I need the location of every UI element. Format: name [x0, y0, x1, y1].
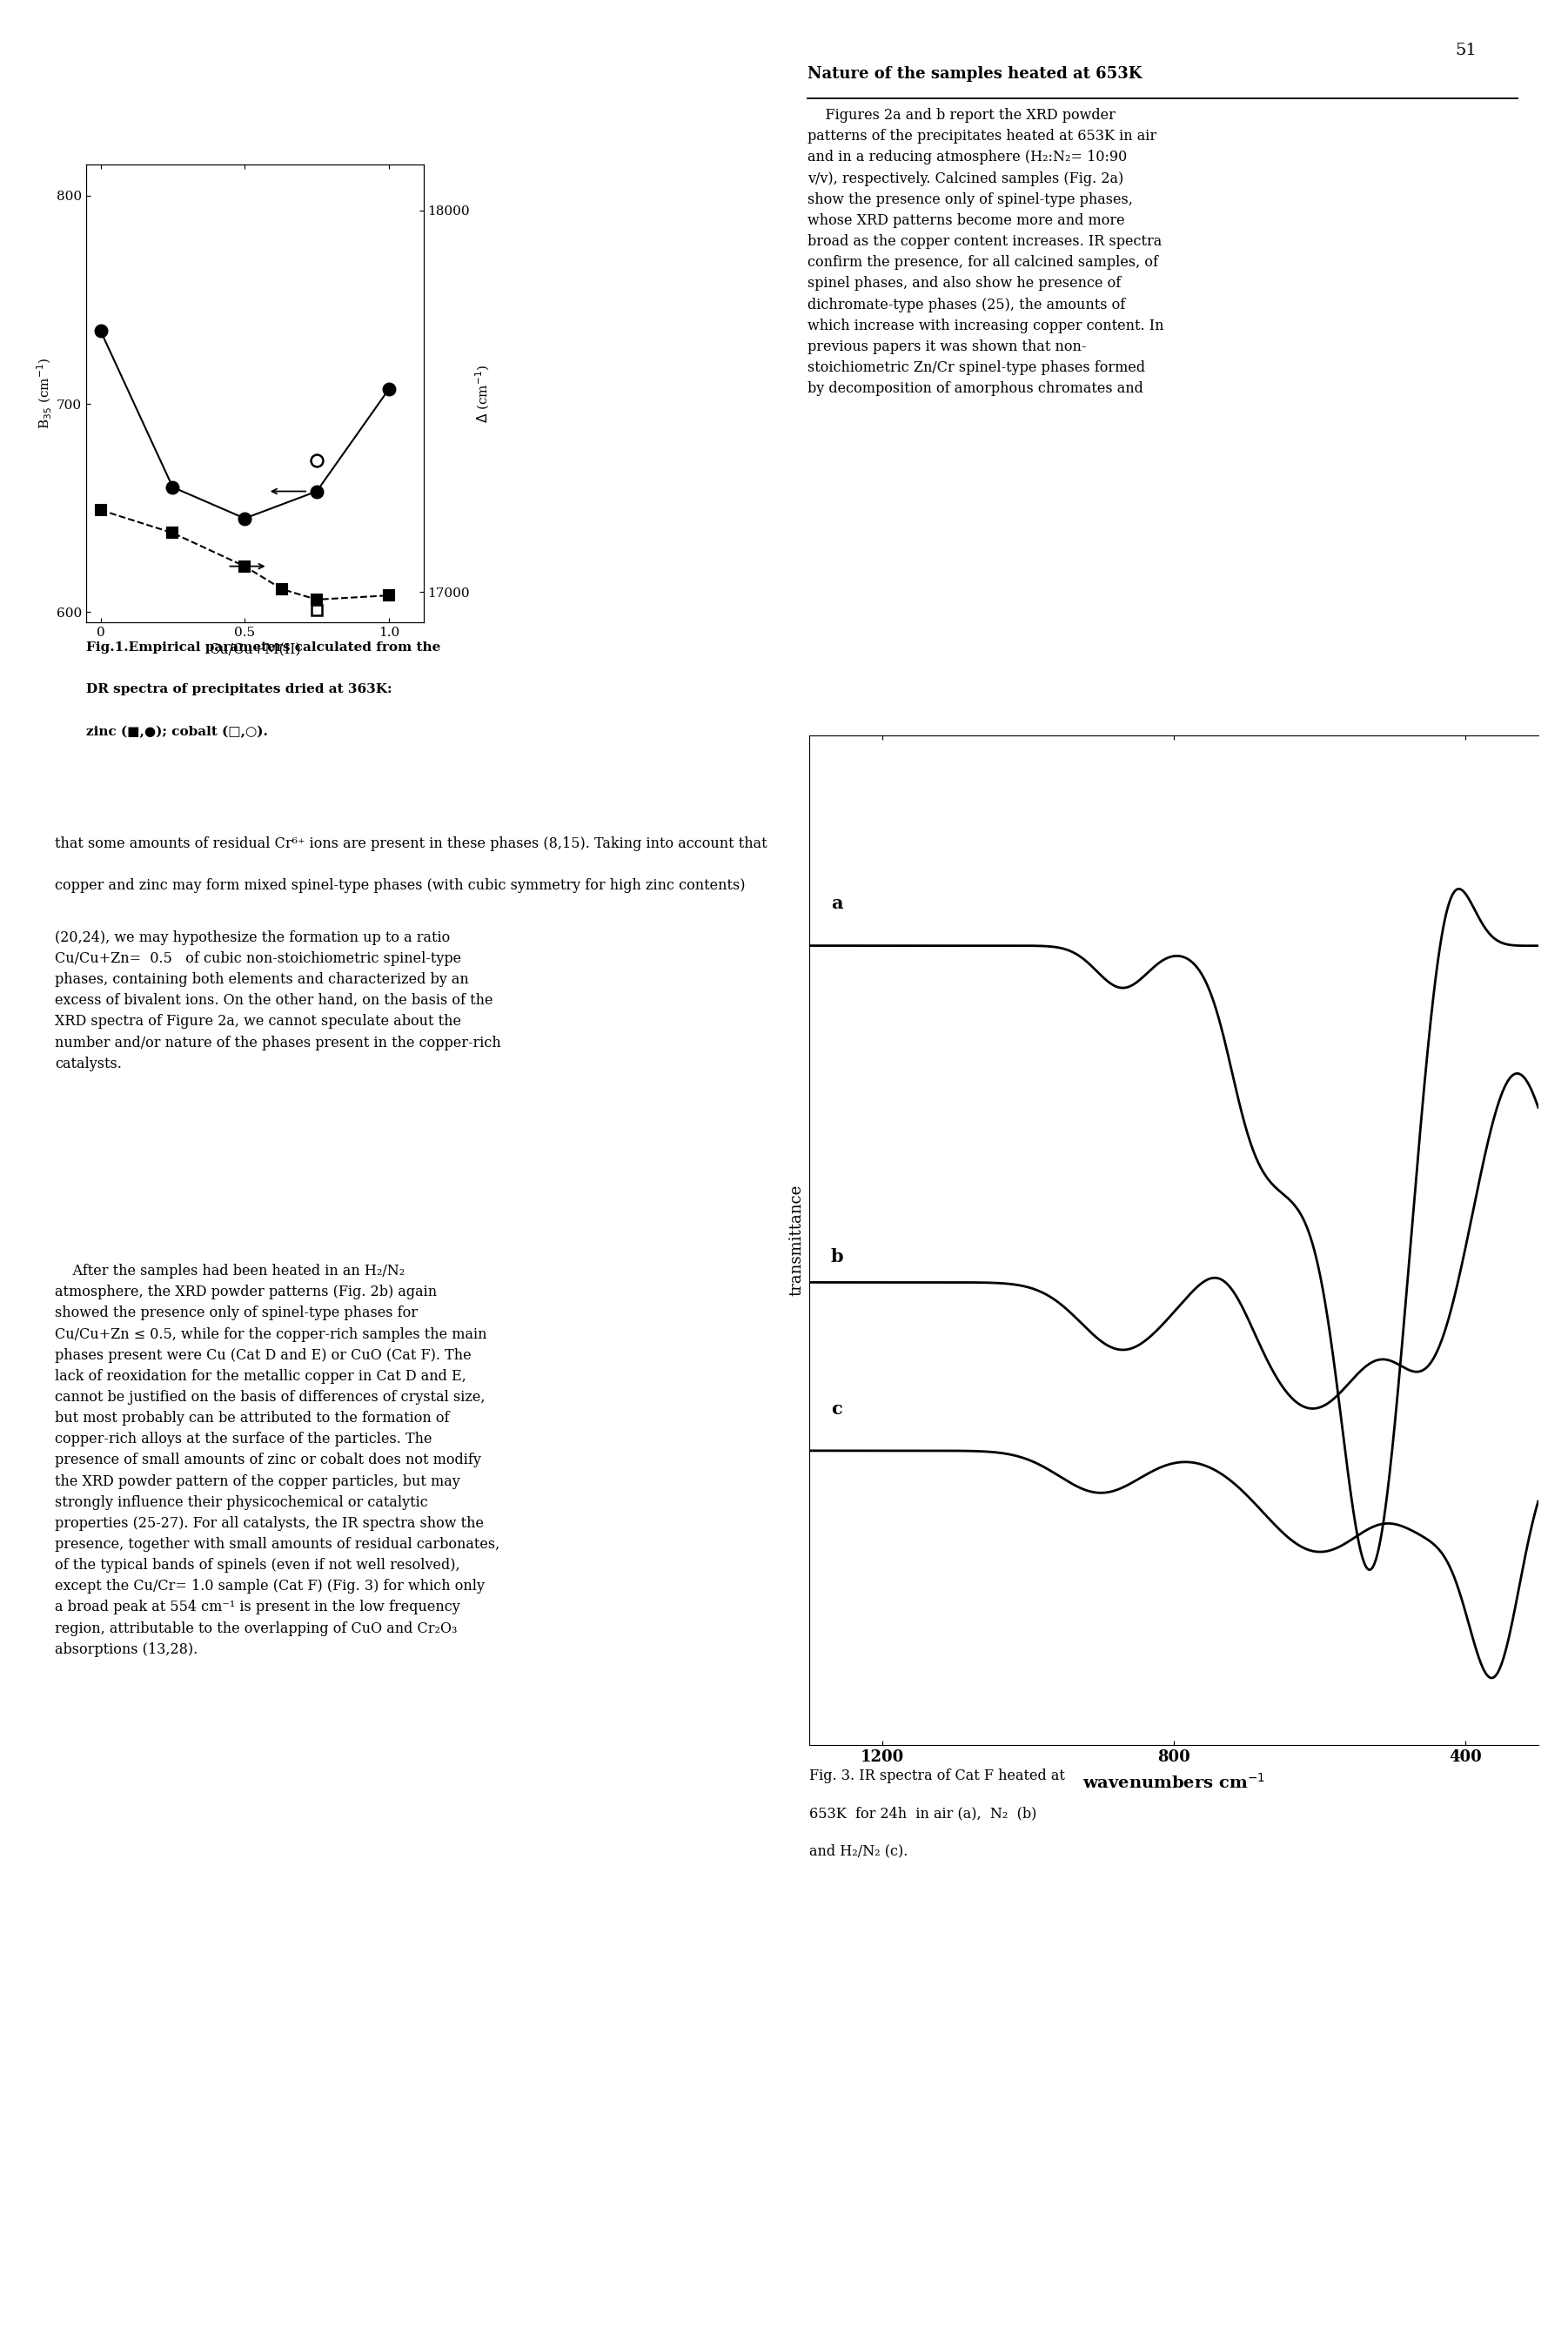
Text: (20,24), we may hypothesize the formation up to a ratio
Cu/Cu+Zn=  0.5   of cubi: (20,24), we may hypothesize the formatio…: [55, 930, 502, 1071]
Text: and H₂/N₂ (c).: and H₂/N₂ (c).: [809, 1844, 908, 1858]
Text: 653K  for 24h  in air (a),  N₂  (b): 653K for 24h in air (a), N₂ (b): [809, 1806, 1036, 1820]
Text: Fig. 3. IR spectra of Cat F heated at: Fig. 3. IR spectra of Cat F heated at: [809, 1769, 1065, 1783]
Y-axis label: B$_{35}$ (cm$^{-1}$): B$_{35}$ (cm$^{-1}$): [36, 357, 55, 430]
Text: copper and zinc may form mixed spinel-type phases (with cubic symmetry for high : copper and zinc may form mixed spinel-ty…: [55, 879, 745, 893]
Text: b: b: [831, 1247, 844, 1266]
Text: DR spectra of precipitates dried at 363K:: DR spectra of precipitates dried at 363K…: [86, 684, 392, 695]
Text: Nature of the samples heated at 653K: Nature of the samples heated at 653K: [808, 66, 1142, 82]
X-axis label: Cu/Cu+M(II): Cu/Cu+M(II): [209, 644, 301, 658]
Y-axis label: transmittance: transmittance: [789, 1184, 804, 1297]
Text: 51: 51: [1455, 42, 1477, 59]
Text: c: c: [831, 1400, 842, 1416]
Text: Figures 2a and b report the XRD powder
patterns of the precipitates heated at 65: Figures 2a and b report the XRD powder p…: [808, 108, 1163, 397]
Y-axis label: $\Delta$ (cm$^{-1}$): $\Delta$ (cm$^{-1}$): [474, 364, 491, 423]
Text: After the samples had been heated in an H₂/N₂
atmosphere, the XRD powder pattern: After the samples had been heated in an …: [55, 1264, 500, 1656]
X-axis label: wavenumbers cm$^{-1}$: wavenumbers cm$^{-1}$: [1082, 1773, 1265, 1792]
Text: zinc (■,●); cobalt (□,○).: zinc (■,●); cobalt (□,○).: [86, 726, 268, 738]
Text: a: a: [831, 895, 842, 911]
Text: Fig.1.Empirical parameters calculated from the: Fig.1.Empirical parameters calculated fr…: [86, 641, 441, 653]
Text: that some amounts of residual Cr⁶⁺ ions are present in these phases (8,15). Taki: that some amounts of residual Cr⁶⁺ ions …: [55, 836, 767, 850]
